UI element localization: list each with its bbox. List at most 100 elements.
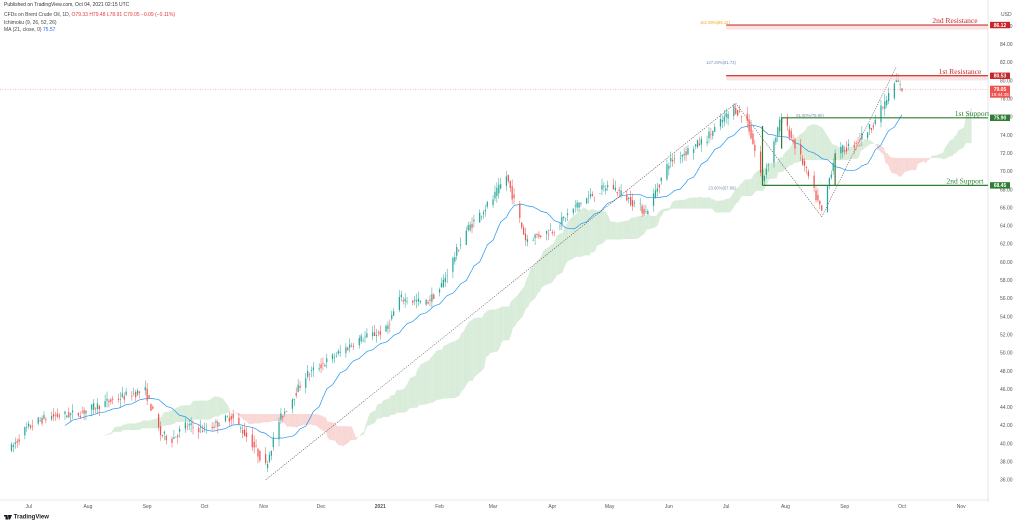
candle-body: [175, 436, 177, 438]
candle-body: [123, 396, 125, 400]
candle-body: [324, 364, 326, 367]
cloud-segment: [637, 215, 643, 240]
cloud-segment: [474, 317, 477, 377]
cloud-segment: [629, 217, 632, 240]
cloud-segment: [736, 187, 739, 203]
trendline: [265, 103, 736, 481]
candle-body: [391, 314, 393, 320]
cloud-segment: [136, 422, 139, 431]
candle-body: [358, 337, 360, 346]
cloud-segment: [153, 418, 156, 429]
cloud-segment: [377, 403, 380, 419]
candle-body: [389, 324, 391, 326]
cloud-segment: [770, 162, 777, 179]
candle-body: [26, 426, 28, 428]
candle-body: [458, 250, 460, 252]
candle-body: [94, 408, 97, 410]
candle-body: [146, 388, 148, 401]
y-tick-label: 84.00: [1000, 42, 1013, 48]
cloud-segment: [88, 439, 95, 444]
cloud-segment: [258, 414, 261, 424]
candle-body: [777, 127, 779, 136]
cloud-segment: [715, 200, 718, 213]
candle-body: [266, 464, 269, 468]
candle-body: [70, 413, 72, 415]
currency-label: USD: [1001, 12, 1012, 18]
candle-body: [746, 113, 748, 122]
candle-body: [631, 200, 634, 207]
candle-body: [452, 257, 454, 272]
candle-body: [364, 336, 366, 338]
cloud-segment: [621, 221, 624, 240]
candle-body: [308, 374, 311, 376]
cloud-segment: [925, 158, 928, 164]
cloud-segment: [650, 215, 657, 229]
logo-text: TradingView: [13, 514, 49, 521]
candle-body: [377, 332, 380, 333]
candle-body: [656, 188, 659, 192]
cloud-segment: [671, 201, 674, 209]
cloud-segment: [751, 174, 754, 196]
tradingview-logo[interactable]: TradingView: [4, 514, 49, 521]
symbol-label: CFDs on Brent Crude Oil, 1D,: [4, 12, 71, 18]
cloud-segment: [549, 244, 552, 284]
candle-body: [641, 205, 643, 214]
candle-body: [312, 367, 315, 370]
candle-body: [714, 126, 716, 132]
candle-body: [792, 139, 794, 143]
candle-body: [840, 146, 842, 154]
candle-body: [710, 134, 712, 135]
legend-ma-row[interactable]: MA (21, close, 0) 75.57: [4, 27, 175, 35]
cloud-segment: [369, 410, 376, 426]
candle-body: [224, 415, 227, 422]
cloud-segment: [845, 149, 848, 161]
candle-body: [362, 340, 364, 342]
cloud-segment: [755, 170, 758, 192]
y-tick-label: 44.00: [1000, 405, 1013, 411]
candle-body: [402, 300, 404, 302]
cloud-segment: [428, 357, 431, 404]
legend-symbol-row[interactable]: CFDs on Brent Crude Oil, 1D, O79.33 H79.…: [4, 12, 175, 20]
cloud-segment: [285, 414, 288, 428]
cloud-segment: [325, 416, 328, 438]
cloud-segment: [463, 321, 469, 391]
legend-ichimoku-row[interactable]: Ichimoku (9, 26, 52, 26): [4, 20, 175, 28]
candle-body: [71, 410, 74, 413]
cloud-segment: [247, 414, 250, 425]
candle-body: [524, 233, 527, 241]
x-tick-label: Nov: [259, 504, 268, 510]
y-tick-label: 42.00: [1000, 423, 1013, 429]
candle-body: [786, 117, 788, 126]
cloud-segment: [738, 183, 741, 203]
published-caption: Published on TradingView.com, Oct 04, 20…: [4, 2, 130, 8]
cloud-segment: [711, 199, 714, 211]
cloud-segment: [241, 414, 244, 420]
candle-body: [750, 126, 752, 139]
cloud-segment: [216, 396, 219, 417]
candle-body: [538, 234, 540, 237]
cloud-segment: [363, 424, 366, 436]
candle-body: [58, 415, 60, 417]
candle-body: [494, 191, 496, 199]
cloud-segment: [509, 301, 512, 341]
candle-body: [291, 399, 294, 409]
x-tick-label: May: [605, 504, 615, 510]
cloud-segment: [522, 286, 525, 317]
cloud-segment: [749, 178, 752, 196]
cloud-segment: [597, 210, 603, 246]
x-tick-label: Aug: [83, 504, 92, 510]
cloud-segment: [189, 402, 192, 422]
candle-body: [884, 101, 886, 109]
cloud-segment: [140, 420, 143, 430]
candle-body: [419, 300, 422, 303]
cloud-segment: [690, 197, 697, 209]
candle-body: [874, 119, 876, 124]
candle-body: [654, 190, 657, 198]
x-tick-label: Aug: [781, 504, 790, 510]
candle-body: [12, 445, 14, 447]
cloud-segment: [262, 414, 269, 423]
candle-body: [643, 209, 645, 215]
candle-body: [545, 230, 548, 234]
y-tick-label: 68.00: [1000, 187, 1013, 193]
